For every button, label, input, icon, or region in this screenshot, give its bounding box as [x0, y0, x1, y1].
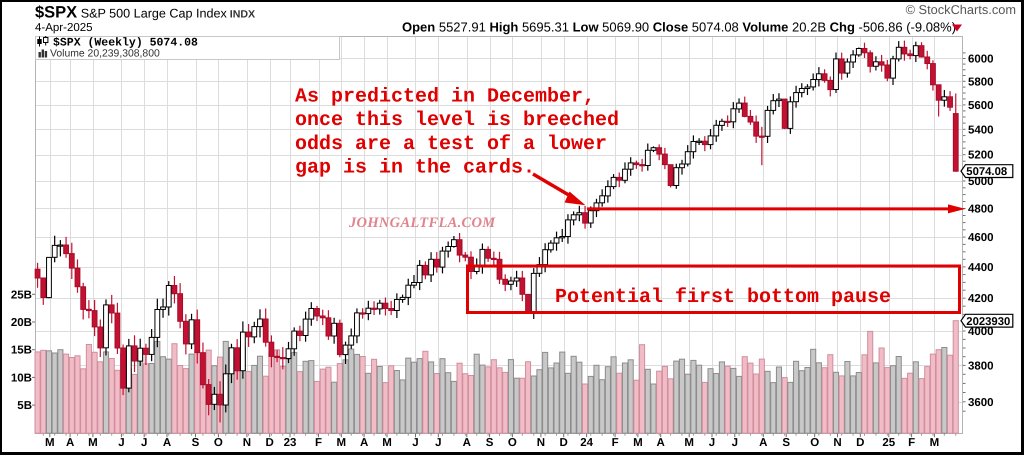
- svg-text:15B: 15B: [11, 345, 32, 357]
- svg-text:D: D: [560, 437, 568, 449]
- svg-text:D: D: [856, 437, 864, 449]
- svg-text:25: 25: [882, 437, 895, 449]
- svg-text:5000: 5000: [968, 176, 994, 188]
- svg-text:10B: 10B: [11, 372, 32, 384]
- svg-text:S: S: [782, 437, 790, 449]
- svg-text:4600: 4600: [968, 232, 994, 244]
- svg-text:A: A: [463, 437, 471, 449]
- svg-text:odds are a test of a lower: odds are a test of a lower: [295, 133, 607, 156]
- svg-text:5800: 5800: [968, 76, 994, 88]
- svg-text:25B: 25B: [11, 289, 32, 301]
- svg-text:M: M: [684, 437, 694, 449]
- svg-text:A: A: [360, 437, 368, 449]
- svg-text:J: J: [141, 437, 147, 449]
- svg-text:O: O: [810, 437, 819, 449]
- svg-text:F: F: [612, 437, 619, 449]
- svg-text:4800: 4800: [968, 204, 994, 216]
- svg-text:$SPX S&P 500 Large Cap Index I: $SPX S&P 500 Large Cap Index INDX: [35, 4, 255, 22]
- svg-text:20B: 20B: [11, 317, 32, 329]
- svg-text:24: 24: [580, 437, 593, 449]
- svg-text:M: M: [88, 437, 98, 449]
- svg-text:2023930: 2023930: [966, 316, 1010, 328]
- svg-text:Volume 20,239,308,800: Volume 20,239,308,800: [50, 49, 160, 60]
- svg-text:5074.08: 5074.08: [966, 166, 1007, 178]
- svg-text:Potential first bottom pause: Potential first bottom pause: [555, 286, 891, 309]
- svg-text:23: 23: [284, 437, 297, 449]
- svg-text:A: A: [657, 437, 665, 449]
- svg-text:M: M: [633, 437, 643, 449]
- svg-text:$SPX (Weekly) 5074.08: $SPX (Weekly) 5074.08: [53, 37, 198, 50]
- svg-text:A: A: [66, 437, 74, 449]
- svg-text:N: N: [833, 437, 841, 449]
- svg-text:J: J: [435, 437, 441, 449]
- svg-text:6000: 6000: [968, 54, 994, 66]
- svg-text:J: J: [412, 437, 418, 449]
- svg-text:A: A: [759, 437, 767, 449]
- svg-text:© StockCharts.com: © StockCharts.com: [906, 2, 1016, 17]
- svg-text:J: J: [709, 437, 715, 449]
- svg-text:F: F: [315, 437, 322, 449]
- svg-text:N: N: [537, 437, 545, 449]
- svg-text:O: O: [214, 437, 223, 449]
- svg-text:As predicted in December,: As predicted in December,: [295, 86, 595, 109]
- svg-text:5B: 5B: [17, 400, 32, 412]
- svg-text:A: A: [163, 437, 171, 449]
- svg-text:N: N: [243, 437, 251, 449]
- svg-text:M: M: [930, 437, 940, 449]
- svg-text:O: O: [508, 437, 517, 449]
- svg-text:4000: 4000: [968, 326, 994, 338]
- svg-text:J: J: [118, 437, 124, 449]
- svg-text:5200: 5200: [968, 150, 994, 162]
- svg-text:3600: 3600: [968, 397, 994, 409]
- svg-text:JOHNGALTFLA.COM: JOHNGALTFLA.COM: [348, 215, 496, 231]
- svg-text:M: M: [45, 437, 55, 449]
- svg-text:J: J: [732, 437, 738, 449]
- svg-text:S: S: [486, 437, 494, 449]
- svg-text:D: D: [266, 437, 274, 449]
- svg-text:M: M: [337, 437, 347, 449]
- svg-text:4400: 4400: [968, 262, 994, 274]
- svg-text:F: F: [908, 437, 915, 449]
- svg-text:5400: 5400: [968, 124, 994, 136]
- svg-text:gap is in the cards.: gap is in the cards.: [295, 157, 535, 180]
- svg-text:M: M: [382, 437, 392, 449]
- svg-text:Open 5527.91 High 5695.31 Low: Open 5527.91 High 5695.31 Low 5069.90 Cl…: [402, 20, 956, 35]
- svg-text:S: S: [192, 437, 200, 449]
- svg-text:once this level is breeched: once this level is breeched: [295, 109, 619, 132]
- svg-text:4-Apr-2025: 4-Apr-2025: [35, 22, 93, 34]
- svg-text:4200: 4200: [968, 293, 994, 305]
- svg-text:3800: 3800: [968, 360, 994, 372]
- svg-text:5600: 5600: [968, 100, 994, 112]
